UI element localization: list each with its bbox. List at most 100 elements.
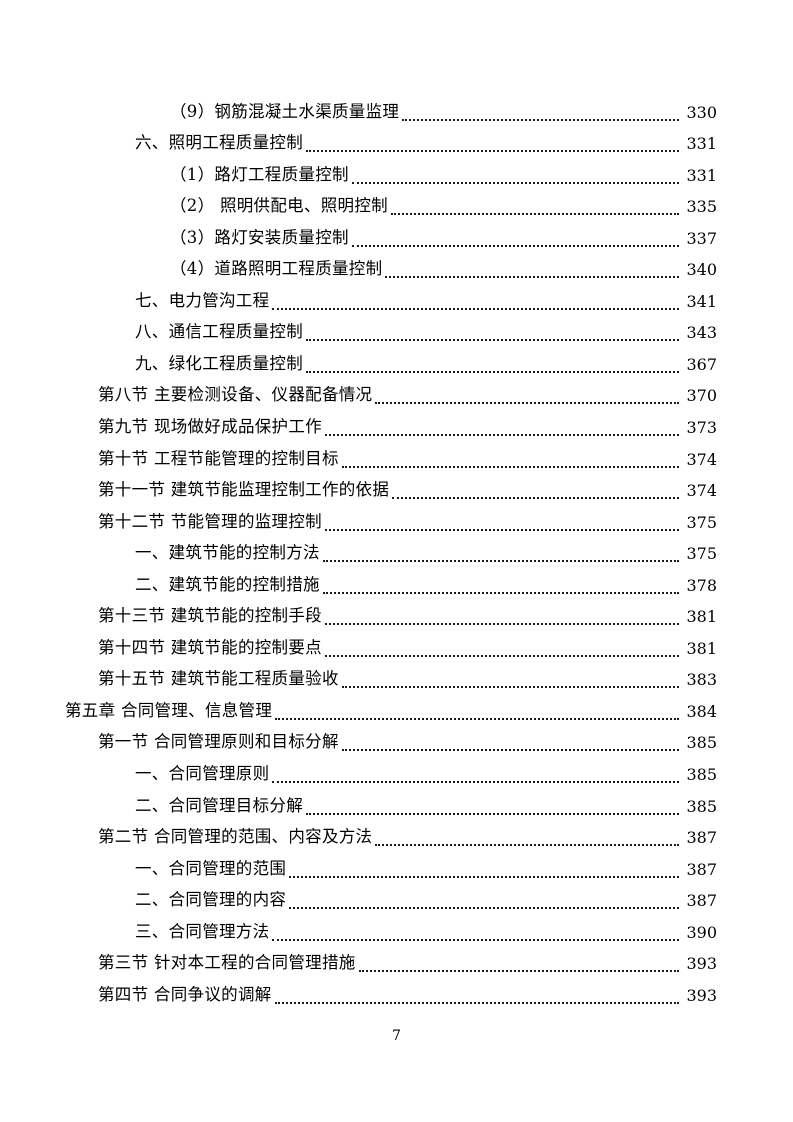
toc-entry-page-number: 331 — [686, 134, 717, 154]
toc-entry[interactable]: 八、通信工程质量控制 343 — [135, 318, 717, 350]
toc-dot-leader — [272, 938, 680, 941]
toc-entry[interactable]: 第十五节 建筑节能工程质量验收 383 — [98, 665, 717, 697]
toc-dot-leader — [324, 528, 680, 531]
toc-entry[interactable]: （4）道路照明工程质量控制 340 — [170, 255, 717, 287]
toc-entry[interactable]: 第二节 合同管理的范围、内容及方法 387 — [98, 823, 717, 855]
toc-entry-page-number: 374 — [686, 481, 717, 501]
toc-dot-leader — [324, 623, 680, 626]
toc-entry-title: 第十五节 建筑节能工程质量验收 — [98, 669, 339, 689]
toc-entry[interactable]: （1）路灯工程质量控制 331 — [170, 160, 717, 192]
toc-entry-page-number: 378 — [686, 575, 717, 595]
toc-entry-title: 六、照明工程质量控制 — [135, 133, 303, 153]
toc-dot-leader — [306, 150, 680, 153]
toc-entry-title: 第十一节 建筑节能监理控制工作的依据 — [98, 480, 390, 500]
toc-dot-leader — [341, 686, 680, 689]
toc-entry[interactable]: 一、合同管理的范围 387 — [135, 854, 717, 886]
toc-dot-leader — [341, 749, 680, 752]
toc-entry[interactable]: 第五章 合同管理、信息管理 384 — [65, 696, 717, 728]
toc-entry-title: 第三节 针对本工程的合同管理措施 — [98, 953, 356, 973]
toc-entry[interactable]: 第一节 合同管理原则和目标分解 385 — [98, 728, 717, 760]
toc-entry-title: 七、电力管沟工程 — [135, 290, 270, 310]
toc-entry-page-number: 331 — [686, 165, 717, 185]
toc-entry[interactable]: 第十节 工程节能管理的控制目标 374 — [98, 444, 717, 476]
toc-dot-leader — [289, 907, 680, 910]
toc-dot-leader — [322, 591, 680, 594]
toc-dot-leader — [289, 875, 680, 878]
toc-entry-page-number: 385 — [686, 733, 717, 753]
toc-entry-page-number: 330 — [686, 102, 717, 122]
toc-dot-leader — [358, 970, 680, 973]
toc-dot-leader — [275, 717, 680, 720]
footer-page-number: 7 — [392, 1028, 401, 1044]
toc-dot-leader — [306, 370, 680, 373]
toc-dot-leader — [390, 213, 680, 216]
toc-entry-page-number: 383 — [686, 670, 717, 690]
toc-entry[interactable]: 七、电力管沟工程 341 — [135, 286, 717, 318]
toc-entry-title: 八、通信工程质量控制 — [135, 322, 303, 342]
toc-entry[interactable]: 第九节 现场做好成品保护工作 373 — [98, 412, 717, 444]
toc-entry-title: 三、合同管理方法 — [135, 921, 270, 941]
toc-entry[interactable]: （3）路灯安装质量控制 337 — [170, 223, 717, 255]
toc-entry-title: 第二节 合同管理的范围、内容及方法 — [98, 827, 373, 847]
toc-entry-page-number: 374 — [686, 449, 717, 469]
toc-entry-page-number: 384 — [686, 701, 717, 721]
toc-entry-title: 第十二节 节能管理的监理控制 — [98, 511, 322, 531]
toc-entry-page-number: 340 — [686, 260, 717, 280]
toc-dot-leader — [385, 276, 680, 279]
toc-dot-leader — [272, 307, 680, 310]
toc-entry[interactable]: 第三节 针对本工程的合同管理措施 393 — [98, 949, 717, 981]
toc-entry[interactable]: （9）钢筋混凝土水渠质量监理 330 — [170, 97, 717, 129]
toc-entry[interactable]: 第八节 主要检测设备、仪器配备情况 370 — [98, 381, 717, 413]
toc-entry-page-number: 393 — [686, 954, 717, 974]
toc-entry[interactable]: 二、建筑节能的控制措施 378 — [135, 570, 717, 602]
toc-entry-title: 第八节 主要检测设备、仪器配备情况 — [98, 385, 373, 405]
toc-entry-title: （9）钢筋混凝土水渠质量监理 — [170, 101, 400, 121]
toc-entry-title: 一、合同管理原则 — [135, 764, 270, 784]
toc-entry[interactable]: 第十四节 建筑节能的控制要点 381 — [98, 633, 717, 665]
toc-entry-title: 一、合同管理的范围 — [135, 858, 287, 878]
toc-entry-page-number: 375 — [686, 544, 717, 564]
toc-entry[interactable]: 第十三节 建筑节能的控制手段 381 — [98, 602, 717, 634]
toc-entry[interactable]: 九、绿化工程质量控制 367 — [135, 349, 717, 381]
toc-entry-page-number: 385 — [686, 796, 717, 816]
toc-entry-title: 二、合同管理目标分解 — [135, 795, 303, 815]
toc-entry-title: 第五章 合同管理、信息管理 — [65, 700, 273, 720]
toc-entry-page-number: 385 — [686, 765, 717, 785]
toc-entry[interactable]: （2） 照明供配电、照明控制 335 — [170, 192, 717, 224]
toc-dot-leader — [272, 781, 680, 784]
toc-dot-leader — [306, 339, 680, 342]
toc-entry-title: 二、建筑节能的控制措施 — [135, 574, 320, 594]
toc-entry-title: 第十四节 建筑节能的控制要点 — [98, 637, 322, 657]
toc-entry[interactable]: 二、合同管理目标分解 385 — [135, 791, 717, 823]
toc-entry-title: 第一节 合同管理原则和目标分解 — [98, 732, 339, 752]
toc-entry[interactable]: 一、建筑节能的控制方法 375 — [135, 539, 717, 571]
toc-entry-title: （1）路灯工程质量控制 — [170, 164, 349, 184]
toc-entry-page-number: 337 — [686, 228, 717, 248]
toc-entry[interactable]: 三、合同管理方法 390 — [135, 917, 717, 949]
toc-entry-page-number: 387 — [686, 859, 717, 879]
toc-entry-title: 第十三节 建筑节能的控制手段 — [98, 606, 322, 626]
toc-entry[interactable]: 六、照明工程质量控制 331 — [135, 129, 717, 161]
toc-dot-leader — [322, 560, 680, 563]
toc-entry-page-number: 381 — [686, 638, 717, 658]
toc-dot-leader — [324, 654, 680, 657]
toc-entry[interactable]: 第十一节 建筑节能监理控制工作的依据 374 — [98, 476, 717, 508]
toc-entry[interactable]: 第四节 合同争议的调解 393 — [98, 980, 717, 1012]
toc-entry-title: 第四节 合同争议的调解 — [98, 984, 272, 1004]
toc-entry-page-number: 387 — [686, 828, 717, 848]
toc-entry-title: 二、合同管理的内容 — [135, 890, 287, 910]
toc-entry-title: 一、建筑节能的控制方法 — [135, 543, 320, 563]
toc-entry[interactable]: 一、合同管理原则 385 — [135, 759, 717, 791]
toc-entry[interactable]: 第十二节 节能管理的监理控制 375 — [98, 507, 717, 539]
toc-entry-title: 九、绿化工程质量控制 — [135, 353, 303, 373]
toc-entry-page-number: 335 — [686, 197, 717, 217]
toc-entry-title: （3）路灯安装质量控制 — [170, 227, 349, 247]
toc-dot-leader — [402, 118, 680, 121]
toc-dot-leader — [375, 402, 680, 405]
toc-dot-leader — [351, 244, 680, 247]
toc-entry-page-number: 367 — [686, 354, 717, 374]
toc-entry-page-number: 381 — [686, 607, 717, 627]
toc-entry[interactable]: 二、合同管理的内容 387 — [135, 886, 717, 918]
toc-dot-leader — [324, 434, 680, 437]
toc-dot-leader — [392, 497, 680, 500]
